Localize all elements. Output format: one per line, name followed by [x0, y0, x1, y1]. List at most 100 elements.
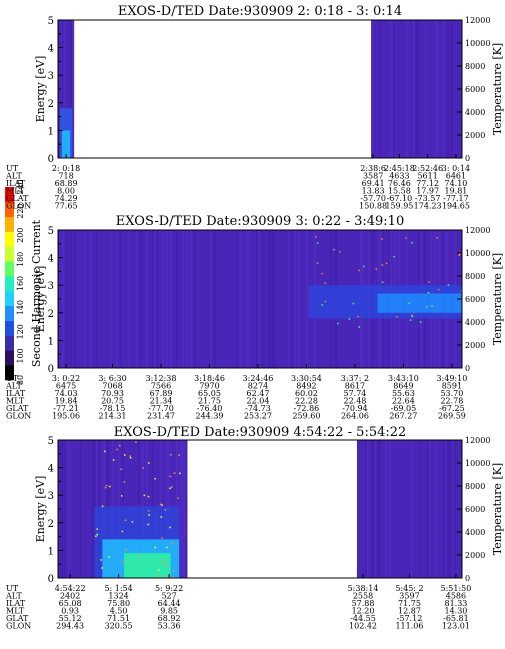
texture-column: [371, 20, 373, 158]
texture-column: [156, 230, 158, 368]
speckle: [447, 284, 450, 286]
speckle: [172, 570, 175, 572]
texture-column: [272, 230, 274, 368]
speckle: [147, 495, 150, 498]
y-tick-label: 2: [48, 309, 54, 320]
table-cell: -69.05: [391, 404, 417, 413]
intense-band: [377, 293, 462, 313]
speckle: [165, 575, 168, 577]
table-row-label: UT: [6, 164, 19, 173]
table-row-label: GLON: [6, 412, 31, 421]
speckle: [375, 268, 378, 270]
y-tick-label: 1: [48, 546, 54, 557]
colorbar-tick-label: 100: [16, 348, 25, 363]
colorbar-swatch: [5, 187, 14, 203]
speckle: [315, 236, 317, 238]
table-cell: 6461: [446, 172, 466, 181]
table-cell: 67.89: [150, 389, 173, 398]
table-cell: 244.39: [196, 412, 224, 421]
speckle: [381, 281, 384, 284]
speckle: [147, 509, 150, 512]
texture-column: [182, 230, 184, 368]
y2-tick-label: 8000: [465, 272, 485, 281]
y2-tick-label: 4000: [465, 318, 485, 327]
table-cell: -57.70: [360, 194, 386, 203]
colorbar-swatch: [5, 276, 14, 292]
speckle: [333, 248, 335, 251]
speckle: [104, 486, 107, 489]
texture-column: [298, 230, 300, 368]
y-tick-label: 5: [48, 16, 54, 27]
table-cell: 21.34: [150, 397, 173, 406]
texture-column: [184, 440, 186, 578]
table-cell: 19.84: [55, 397, 78, 406]
table-cell: 5: 1:54: [104, 584, 132, 593]
texture-column: [146, 230, 148, 368]
speckle: [428, 281, 430, 283]
speckle: [129, 455, 132, 457]
speckle: [138, 555, 141, 557]
table-cell: 13.83: [362, 187, 385, 196]
speckle: [101, 505, 104, 508]
table-cell: -73.57: [415, 194, 441, 203]
speckle: [425, 306, 428, 308]
texture-column: [62, 440, 64, 578]
table-cell: 77.65: [55, 202, 78, 211]
table-cell: 60.02: [295, 389, 318, 398]
texture-column: [448, 440, 451, 578]
speckle: [169, 526, 171, 529]
y2-axis-label: Temperature [K]: [491, 463, 504, 555]
table-row-label: ILAT: [6, 599, 26, 608]
table-cell: -65.81: [443, 614, 469, 623]
table-cell: -57.12: [397, 614, 423, 623]
table-row-label: MLT: [6, 607, 25, 616]
colorbar-swatch: [5, 305, 14, 321]
colorbar-tick-label: 240: [16, 179, 25, 194]
texture-column: [90, 230, 92, 368]
texture-column: [426, 440, 429, 578]
speckle: [385, 262, 388, 265]
texture-column: [96, 230, 98, 368]
table-cell: 8492: [296, 382, 316, 391]
table-cell: 4586: [446, 592, 466, 601]
y-tick-label: 5: [48, 436, 54, 447]
speckle: [177, 497, 179, 499]
speckle: [321, 272, 324, 275]
y-axis-label: Energy [eV]: [34, 266, 47, 333]
table-cell: 70.93: [101, 389, 124, 398]
texture-column: [384, 440, 387, 578]
table-cell: 74.29: [55, 194, 78, 203]
speckle: [321, 304, 324, 306]
table-cell: 3:24:46: [243, 374, 274, 383]
texture-column: [393, 20, 395, 158]
texture-column: [388, 440, 391, 578]
texture-column: [370, 440, 373, 578]
y2-tick-label: 8000: [465, 482, 485, 491]
speckle: [124, 519, 127, 522]
table-cell: 8.00: [57, 187, 75, 196]
speckle: [135, 441, 137, 444]
spectrogram-panel-3: EXOS-D/TED Date:930909 4:54:22 - 5:54:22…: [5, 425, 504, 631]
texture-column: [190, 230, 192, 368]
spectrogram-panel-2: EXOS-D/TED Date:930909 3: 0:22 - 3:49:10…: [5, 214, 504, 421]
y2-tick-label: 4000: [465, 528, 485, 537]
table-cell: 8617: [345, 382, 365, 391]
table-cell: 3:30:54: [291, 374, 322, 383]
table-cell: -77.70: [148, 404, 174, 413]
table-cell: -44.55: [350, 614, 376, 623]
texture-column: [70, 20, 72, 158]
texture-column: [262, 230, 264, 368]
table-cell: 75.80: [107, 599, 130, 608]
table-cell: 267.27: [389, 412, 417, 421]
table-cell: 57.88: [352, 599, 375, 608]
colorbar-swatch: [5, 350, 14, 366]
table-row-label: GLON: [6, 202, 31, 211]
texture-column: [407, 20, 409, 158]
table-cell: 294.43: [56, 622, 84, 631]
texture-column: [246, 230, 248, 368]
speckle: [164, 509, 167, 511]
texture-column: [210, 230, 212, 368]
texture-column: [74, 230, 76, 368]
texture-column: [64, 20, 66, 158]
